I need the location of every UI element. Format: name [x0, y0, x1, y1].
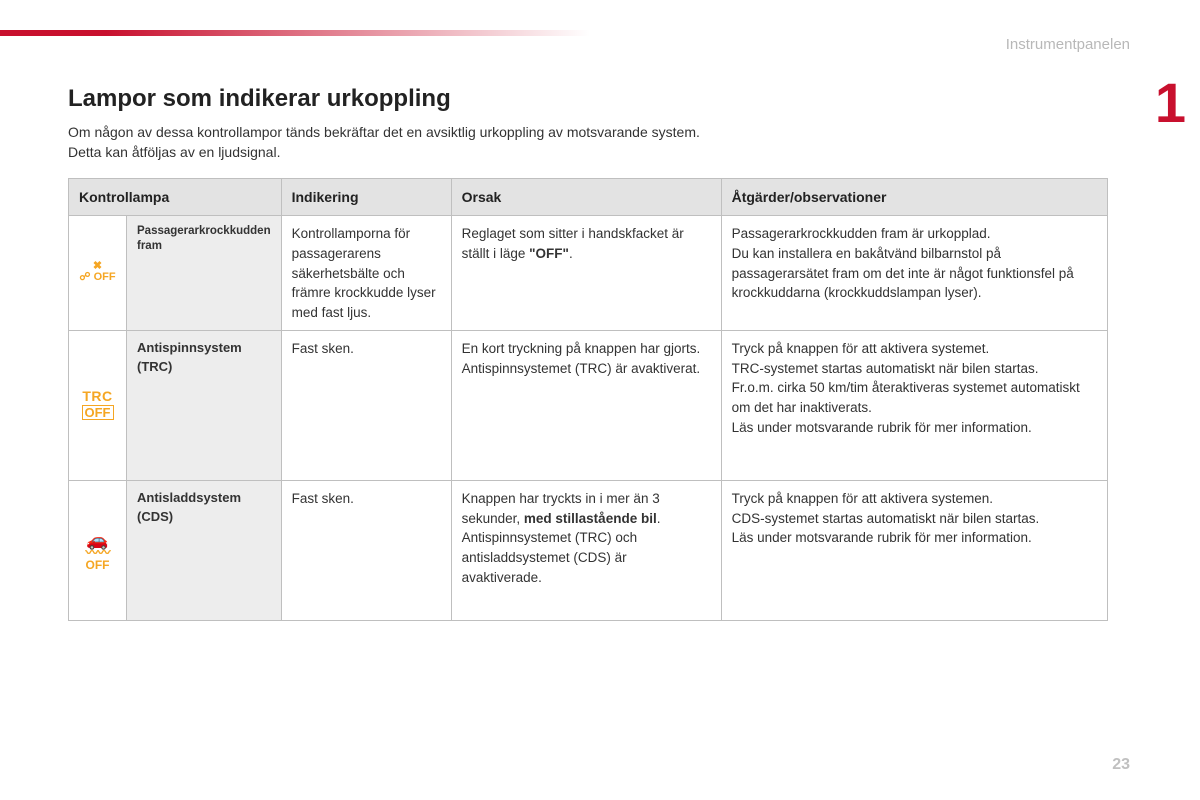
chapter-number: 1 [1155, 70, 1186, 135]
indication-cell: Fast sken. [281, 331, 451, 481]
table-row: 🚗 〰〰 OFF Antisladdsystem (CDS) Fast sken… [69, 481, 1108, 621]
col-lamp: Kontrollampa [69, 179, 282, 216]
section-label: Instrumentpanelen [1006, 36, 1130, 53]
lamp-name: Antisladdsystem (CDS) [127, 481, 282, 621]
actions-cell: Tryck på knappen för att aktivera system… [721, 331, 1107, 481]
page-number: 23 [1112, 756, 1130, 774]
airbag-off-icon: ✖☍ OFF [69, 216, 127, 331]
col-actions: Åtgärder/observationer [721, 179, 1107, 216]
page-title: Lampor som indikerar urkoppling [68, 85, 1108, 113]
cause-bold: "OFF" [529, 246, 569, 261]
cause-cell: Reglaget som sitter i handskfacket är st… [451, 216, 721, 331]
cause-cell: En kort tryckning på knappen har gjorts.… [451, 331, 721, 481]
intro-text: Om någon av dessa kontrollampor tänds be… [68, 123, 1108, 162]
table-header-row: Kontrollampa Indikering Orsak Åtgärder/o… [69, 179, 1108, 216]
intro-line-1: Om någon av dessa kontrollampor tänds be… [68, 124, 700, 140]
cds-off-icon: 🚗 〰〰 OFF [69, 481, 127, 621]
cause-bold: med stillastående bil [524, 511, 657, 526]
table-row: TRC OFF Antispinnsystem (TRC) Fast sken.… [69, 331, 1108, 481]
lamp-name: Antispinnsystem (TRC) [127, 331, 282, 481]
trc-off-icon: TRC OFF [69, 331, 127, 481]
cause-post: . [569, 246, 573, 261]
accent-bar [0, 30, 590, 36]
page-content: Lampor som indikerar urkoppling Om någon… [68, 85, 1108, 621]
cause-cell: Knappen har tryckts in i mer än 3 sekund… [451, 481, 721, 621]
col-cause: Orsak [451, 179, 721, 216]
indication-cell: Fast sken. [281, 481, 451, 621]
lamp-name: Passagerarkrockkudden fram [127, 216, 282, 331]
indication-cell: Kontrollamporna för passagerarens säkerh… [281, 216, 451, 331]
actions-cell: Tryck på knappen för att aktivera system… [721, 481, 1107, 621]
intro-line-2: Detta kan åtföljas av en ljudsignal. [68, 144, 280, 160]
warning-table: Kontrollampa Indikering Orsak Åtgärder/o… [68, 178, 1108, 621]
col-indication: Indikering [281, 179, 451, 216]
actions-cell: Passagerarkrockkudden fram är urkopplad.… [721, 216, 1107, 331]
table-row: ✖☍ OFF Passagerarkrockkudden fram Kontro… [69, 216, 1108, 331]
